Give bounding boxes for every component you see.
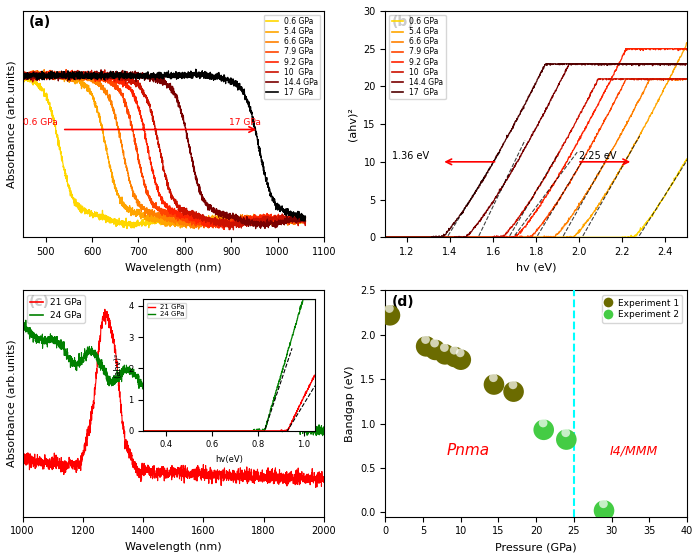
Text: 1.36 eV: 1.36 eV (392, 151, 429, 161)
Point (538, 425, 550, 434)
Text: (b): (b) (391, 16, 414, 30)
Point (440, 350, 451, 359)
Point (455, 355, 466, 364)
Y-axis label: Absorbance (arb.units): Absorbance (arb.units) (7, 60, 17, 188)
Point (439, 343, 450, 352)
Text: 17 GPa: 17 GPa (229, 119, 261, 127)
Text: 2.25 eV: 2.25 eV (580, 151, 617, 161)
Point (384, 304, 395, 313)
Y-axis label: (ahv)²: (ahv)² (348, 107, 358, 141)
Point (598, 506, 610, 515)
X-axis label: Wavelength (nm): Wavelength (nm) (125, 542, 222, 552)
Text: 0.6 GPa: 0.6 GPa (23, 119, 58, 127)
X-axis label: hv (eV): hv (eV) (516, 263, 556, 273)
Point (508, 387, 519, 396)
Point (384, 311, 395, 320)
Point (561, 435, 572, 444)
Legend: 21 GPa, 24 GPa: 21 GPa, 24 GPa (27, 295, 85, 323)
Point (560, 428, 571, 437)
Point (429, 339, 440, 348)
Legend: 0.6 GPa, 5.4 GPa, 6.6 GPa, 7.9 GPa, 9.2 GPa, 10  GPa, 14.4 GPa, 17  GPa: 0.6 GPa, 5.4 GPa, 6.6 GPa, 7.9 GPa, 9.2 … (389, 15, 445, 100)
Text: I4/MMM: I4/MMM (610, 444, 658, 458)
Point (489, 380, 500, 389)
Point (421, 342, 432, 351)
X-axis label: Wavelength (nm): Wavelength (nm) (125, 263, 222, 273)
Point (420, 335, 431, 344)
Text: Pnma: Pnma (447, 443, 490, 458)
Point (508, 380, 519, 389)
Legend: 0.6 GPa, 5.4 GPa, 6.6 GPa, 7.9 GPa, 9.2 GPa, 10  GPa, 14.4 GPa, 17  GPa: 0.6 GPa, 5.4 GPa, 6.6 GPa, 7.9 GPa, 9.2 … (264, 15, 320, 100)
Point (430, 345, 441, 354)
X-axis label: Pressure (GPa): Pressure (GPa) (496, 542, 577, 552)
Point (598, 499, 609, 508)
Text: (c): (c) (29, 295, 50, 309)
Y-axis label: Absorbance (arb.units): Absorbance (arb.units) (7, 340, 17, 467)
Y-axis label: Bandgap (eV): Bandgap (eV) (344, 366, 355, 442)
Point (449, 346, 460, 355)
Text: (d): (d) (391, 295, 414, 309)
Point (538, 419, 549, 428)
Point (449, 353, 461, 362)
Point (454, 348, 466, 357)
Text: (a): (a) (29, 16, 51, 30)
Point (488, 373, 499, 382)
Legend: Experiment 1, Experiment 2: Experiment 1, Experiment 2 (602, 295, 682, 323)
